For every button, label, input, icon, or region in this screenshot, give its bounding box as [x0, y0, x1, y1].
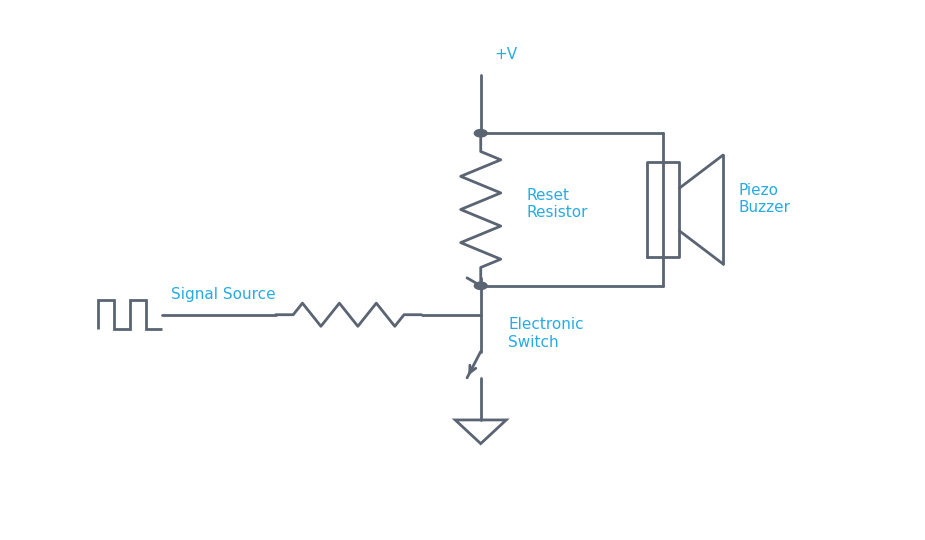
Circle shape	[475, 130, 487, 137]
Text: Reset
Resistor: Reset Resistor	[526, 188, 587, 220]
Text: Piezo
Buzzer: Piezo Buzzer	[738, 183, 791, 215]
Text: +V: +V	[494, 47, 517, 62]
Text: Electronic
Switch: Electronic Switch	[508, 318, 584, 350]
Circle shape	[475, 282, 487, 289]
Text: Signal Source: Signal Source	[171, 287, 276, 301]
